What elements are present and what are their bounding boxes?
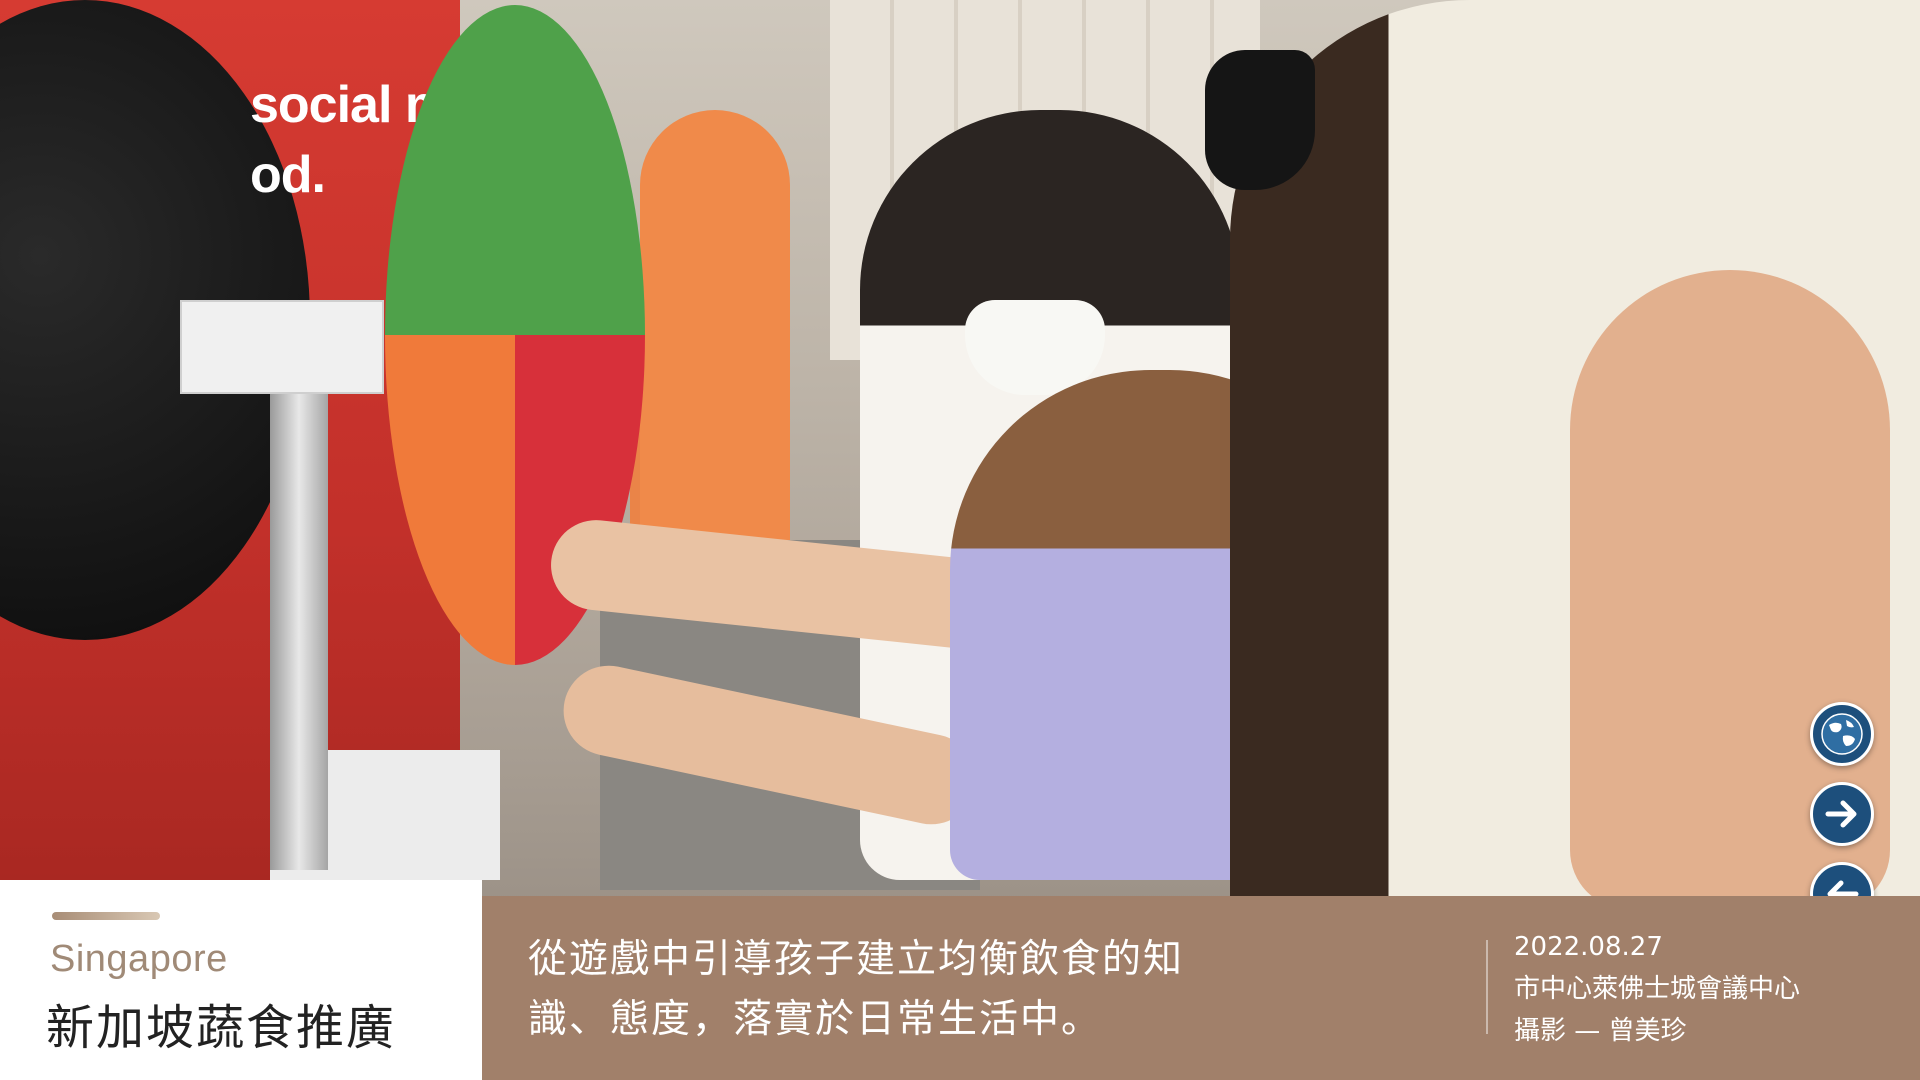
- location-title: 新加坡蔬食推廣: [46, 1000, 397, 1056]
- caption-divider: [1486, 940, 1488, 1034]
- photo-description: 從遊戲中引導孩子建立均衡飲食的知 識、態度，落實於日常生活中。: [528, 930, 1288, 1050]
- location-panel: Singapore 新加坡蔬食推廣: [0, 880, 482, 1080]
- location-english: Singapore: [50, 938, 228, 980]
- teacher-mask: [965, 300, 1105, 395]
- wheel-stand: [270, 390, 328, 870]
- woman-mask: [1205, 50, 1315, 190]
- photo-venue: 市中心萊佛士城會議中心: [1514, 974, 1801, 1004]
- photo-date: 2022.08.27: [1514, 932, 1663, 962]
- caption-panel: 從遊戲中引導孩子建立均衡飲食的知 識、態度，落實於日常生活中。 2022.08.…: [482, 896, 1920, 1080]
- globe-button[interactable]: [1810, 702, 1874, 766]
- volunteer-figure: [640, 110, 790, 560]
- photo-credit: 攝影 — 曾美珍: [1514, 1016, 1687, 1046]
- arrow-right-icon: [1825, 800, 1857, 828]
- globe-icon: [1821, 713, 1863, 755]
- description-line-2: 識、態度，落實於日常生活中。: [528, 997, 1103, 1042]
- description-line-1: 從遊戲中引導孩子建立均衡飲食的知: [528, 937, 1185, 982]
- accent-line: [52, 912, 160, 920]
- next-button[interactable]: [1810, 782, 1874, 846]
- wheel-mount: [180, 300, 384, 394]
- photo-meta: 2022.08.27 市中心萊佛士城會議中心 攝影 — 曾美珍: [1514, 926, 1800, 1052]
